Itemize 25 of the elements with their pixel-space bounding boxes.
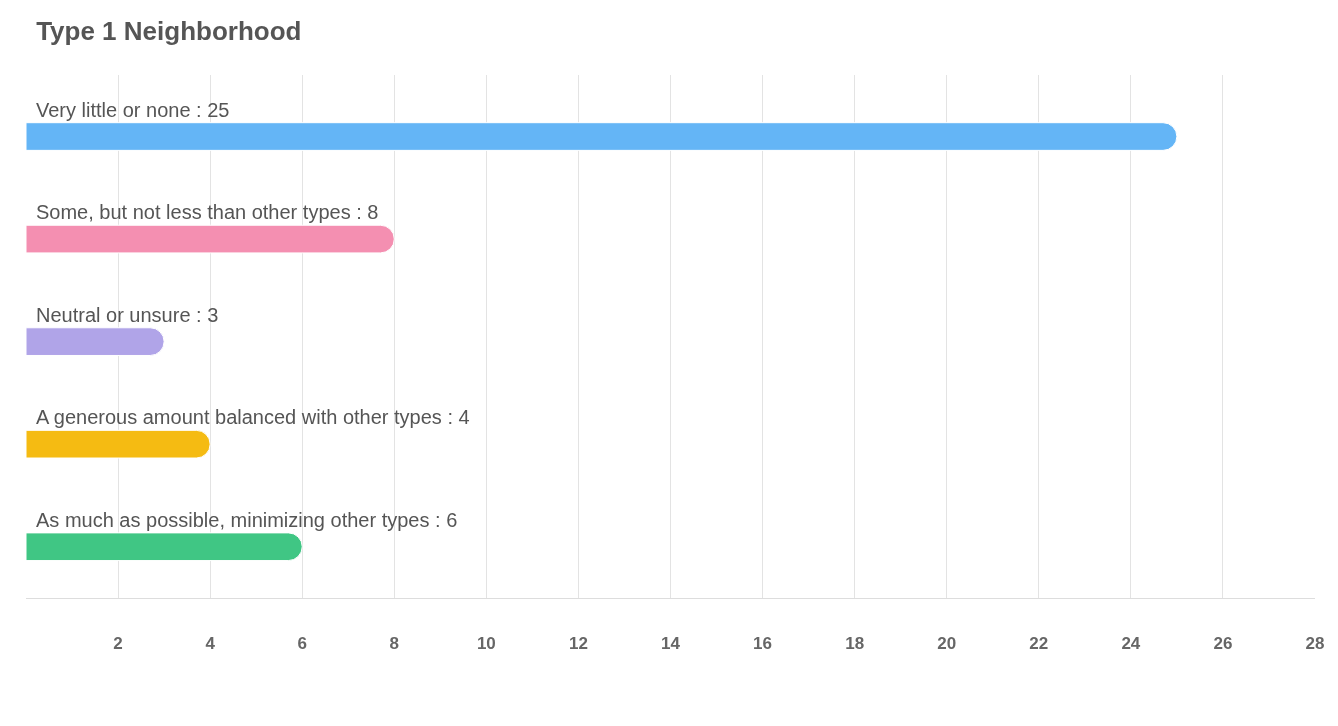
bar: [26, 122, 1178, 151]
x-tick-label: 24: [1121, 634, 1141, 654]
bar: [26, 327, 165, 356]
x-tick-label: 28: [1305, 634, 1325, 654]
x-tick-label: 10: [476, 634, 496, 654]
bar: [26, 532, 303, 562]
x-tick-label: 22: [1029, 634, 1049, 654]
y-tick-label: Some, but not less than other types : 8: [36, 201, 379, 223]
y-tick-label: Neutral or unsure : 3: [36, 304, 219, 326]
y-tick-label: A generous amount balanced with other types : 4: [36, 406, 470, 428]
x-tick-label: 4: [205, 634, 216, 654]
bar: [26, 429, 211, 459]
x-tick-label: 16: [753, 634, 773, 654]
x-tick-label: 18: [845, 634, 865, 654]
y-tick-label: Very little or none : 25: [36, 99, 230, 121]
x-tick-label: 20: [937, 634, 957, 654]
x-tick-label: 26: [1213, 634, 1233, 654]
x-tick-label: 2: [113, 634, 123, 654]
x-tick-label: 12: [568, 634, 588, 654]
chart-title: Type 1 Neighborhood: [36, 15, 302, 46]
x-tick-label: 14: [661, 634, 681, 654]
x-tick-label: 6: [297, 634, 307, 654]
x-tick-label: 8: [389, 634, 400, 654]
y-tick-label: As much as possible, minimizing other types : 6: [36, 509, 458, 531]
bar: [26, 224, 395, 254]
